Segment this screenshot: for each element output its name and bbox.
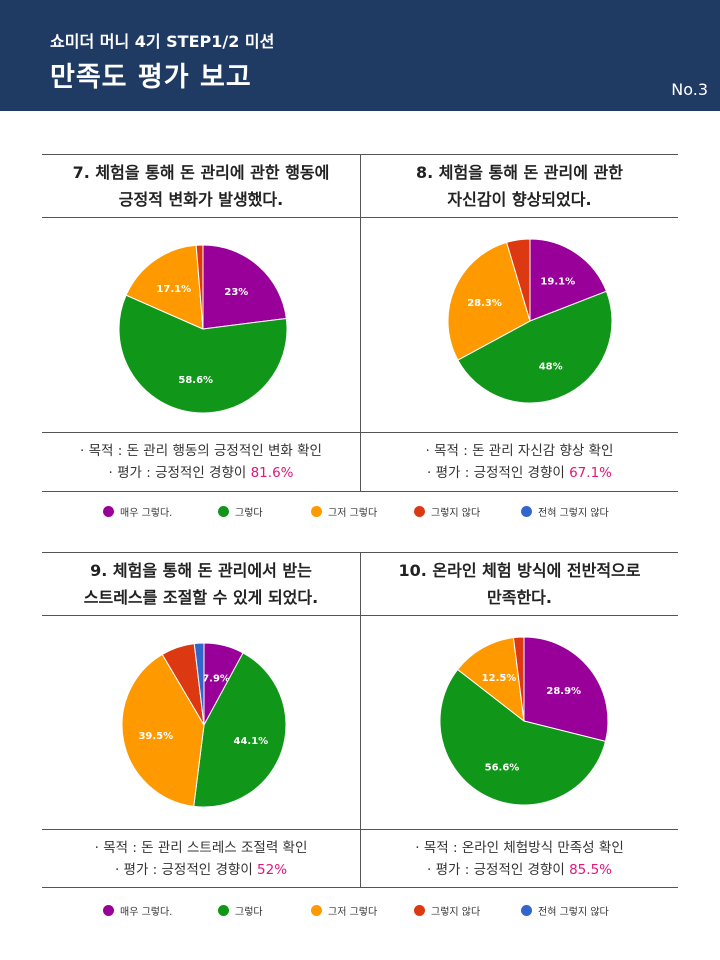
question-7-evaluation: · 평가 : 긍정적인 경향이 81.6% xyxy=(108,465,294,481)
legend-bottom: 매우 그렇다. 그렇다 그저 그렇다 그렇지 않다 전혀 그렇지 않다 xyxy=(0,903,720,923)
legend-dot xyxy=(103,905,114,916)
legend-dot xyxy=(311,905,322,916)
pie-chart-q9-svg: 7.9% 44.1% 39.5% xyxy=(121,642,287,808)
question-9-purpose: · 목적 : 돈 관리 스트레스 조절력 확인 xyxy=(94,840,308,856)
pie-chart-q10: 28.9% 56.6% 12.5% xyxy=(439,636,609,810)
page-title: 만족도 평가 보고 xyxy=(50,62,252,93)
legend-dot xyxy=(521,506,532,517)
pie-chart-q7: 23% 58.6% 17.1% xyxy=(118,244,288,418)
question-7-purpose: · 목적 : 돈 관리 행동의 긍정적인 변화 확인 xyxy=(80,443,322,459)
legend-dot xyxy=(218,506,229,517)
question-10-purpose: · 목적 : 온라인 체험방식 만족성 확인 xyxy=(415,840,624,856)
pie-label-satisfied: 48% xyxy=(539,362,563,373)
pie-label-neutral: 12.5% xyxy=(482,673,517,684)
question-8-evaluation: · 평가 : 긍정적인 경향이 67.1% xyxy=(427,465,612,481)
pie-slice-neutral xyxy=(125,244,204,330)
question-8-purpose: · 목적 : 돈 관리 자신감 향상 확인 xyxy=(425,443,614,459)
pie-label-very-satisfied: 7.9% xyxy=(202,673,230,684)
pie-slice-very-satisfied xyxy=(523,636,609,742)
legend-dot xyxy=(414,506,425,517)
question-9-eval-value: 52% xyxy=(257,862,288,878)
pie-chart-q10-svg: 28.9% 56.6% 12.5% xyxy=(439,636,609,806)
pie-slice-very-dissatisfied xyxy=(193,642,205,726)
pie-slice-neutral xyxy=(456,637,525,723)
legend-item-dissatisfied: 그렇지 않다 xyxy=(414,504,480,519)
pie-slice-neutral xyxy=(121,653,205,807)
legend-dot xyxy=(311,506,322,517)
question-7-title: 7. 체험을 통해 돈 관리에 관한 행동에 긍정적 변화가 발생했다. xyxy=(72,163,330,209)
legend-item-satisfied: 그렇다 xyxy=(218,903,263,918)
legend-top: 매우 그렇다. 그렇다 그저 그렇다 그렇지 않다 전혀 그렇지 않다 xyxy=(0,504,720,524)
legend-dot xyxy=(521,905,532,916)
pie-label-satisfied: 44.1% xyxy=(233,736,268,747)
pie-slice-very-satisfied xyxy=(202,244,287,330)
legend-item-very-satisfied: 매우 그렇다. xyxy=(103,903,172,918)
pie-label-very-satisfied: 23% xyxy=(224,287,248,298)
question-7-eval-value: 81.6% xyxy=(250,465,294,481)
pie-label-very-satisfied: 28.9% xyxy=(546,686,581,697)
header-banner: 쇼미더 머니 4기 STEP1/2 미션 만족도 평가 보고 No.3 xyxy=(0,0,720,111)
question-10-title: 10. 온라인 체험 방식에 전반적으로 만족한다. xyxy=(398,561,641,607)
pie-slice-very-satisfied xyxy=(529,238,608,322)
pie-chart-q7-svg: 23% 58.6% 17.1% xyxy=(118,244,288,414)
pie-slice-satisfied xyxy=(439,668,607,806)
pie-slice-dissatisfied xyxy=(506,238,531,322)
pie-chart-q8-svg: 19.1% 48% 28.3% xyxy=(447,238,613,404)
pie-slice-satisfied xyxy=(457,290,613,404)
pie-label-neutral: 17.1% xyxy=(156,284,191,295)
pie-label-neutral: 28.3% xyxy=(467,298,502,309)
legend-dot xyxy=(414,905,425,916)
page-number: No.3 xyxy=(671,80,708,99)
legend-item-satisfied: 그렇다 xyxy=(218,504,263,519)
legend-item-very-dissatisfied: 전혀 그렇지 않다 xyxy=(521,504,609,519)
question-9-title: 9. 체험을 통해 돈 관리에서 받는 스트레스를 조절할 수 있게 되었다. xyxy=(83,561,319,607)
legend-item-very-satisfied: 매우 그렇다. xyxy=(103,504,172,519)
question-7-note: · 목적 : 돈 관리 행동의 긍정적인 변화 확인 · 평가 : 긍정적인 경… xyxy=(42,440,360,484)
question-10-note: · 목적 : 온라인 체험방식 만족성 확인 · 평가 : 긍정적인 경향이 8… xyxy=(361,837,678,881)
question-8-note: · 목적 : 돈 관리 자신감 향상 확인 · 평가 : 긍정적인 경향이 67… xyxy=(361,440,678,484)
legend-item-very-dissatisfied: 전혀 그렇지 않다 xyxy=(521,903,609,918)
pie-slice-neutral xyxy=(447,241,531,361)
pie-slice-satisfied xyxy=(118,294,288,414)
section2-divider xyxy=(360,552,361,888)
header-subtitle: 쇼미더 머니 4기 STEP1/2 미션 xyxy=(50,32,275,51)
legend-dot xyxy=(103,506,114,517)
pie-chart-q8: 19.1% 48% 28.3% xyxy=(447,238,613,408)
question-9-evaluation: · 평가 : 긍정적인 경향이 52% xyxy=(114,862,288,878)
question-9-note: · 목적 : 돈 관리 스트레스 조절력 확인 · 평가 : 긍정적인 경향이 … xyxy=(42,837,360,881)
pie-label-neutral: 39.5% xyxy=(138,731,173,742)
pie-slice-dissatisfied xyxy=(195,244,204,330)
pie-chart-q9: 7.9% 44.1% 39.5% xyxy=(121,642,287,812)
pie-label-very-satisfied: 19.1% xyxy=(540,276,575,287)
pie-label-satisfied: 56.6% xyxy=(485,762,520,773)
legend-item-dissatisfied: 그렇지 않다 xyxy=(414,903,480,918)
pie-label-satisfied: 58.6% xyxy=(178,375,213,386)
pie-slice-satisfied xyxy=(193,652,287,808)
question-10-evaluation: · 평가 : 긍정적인 경향이 85.5% xyxy=(427,862,612,878)
legend-item-neutral: 그저 그렇다 xyxy=(311,903,377,918)
legend-item-neutral: 그저 그렇다 xyxy=(311,504,377,519)
question-8-eval-value: 67.1% xyxy=(569,465,612,481)
legend-dot xyxy=(218,905,229,916)
pie-slice-dissatisfied xyxy=(512,636,525,722)
question-10-eval-value: 85.5% xyxy=(569,862,612,878)
question-8-title: 8. 체험을 통해 돈 관리에 관한 자신감이 향상되었다. xyxy=(416,163,623,209)
section1-divider xyxy=(360,154,361,492)
